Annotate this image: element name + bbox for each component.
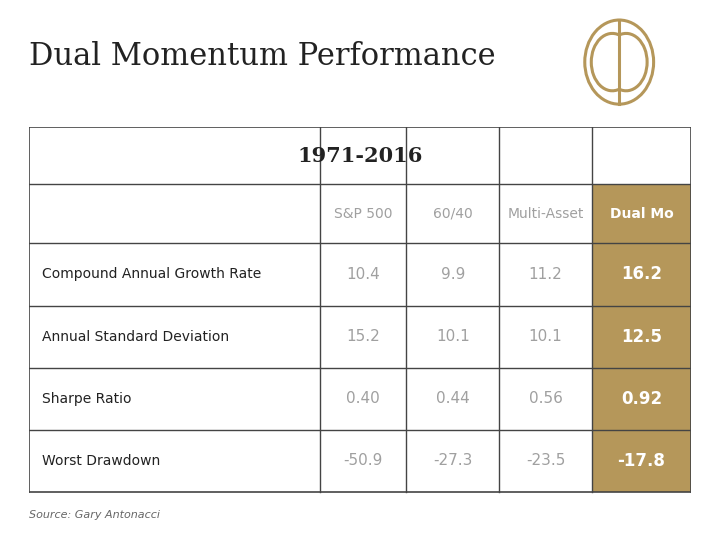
Text: 1971-2016: 1971-2016 (297, 146, 423, 166)
FancyBboxPatch shape (406, 306, 499, 368)
Text: Compound Annual Growth Rate: Compound Annual Growth Rate (42, 267, 261, 281)
Text: 9.9: 9.9 (441, 267, 465, 282)
FancyBboxPatch shape (29, 306, 320, 368)
FancyBboxPatch shape (29, 244, 320, 306)
Text: Dual Momentum Performance: Dual Momentum Performance (29, 41, 495, 72)
FancyBboxPatch shape (499, 244, 592, 306)
Text: Worst Drawdown: Worst Drawdown (42, 454, 161, 468)
FancyBboxPatch shape (592, 184, 691, 244)
FancyBboxPatch shape (406, 368, 499, 430)
FancyBboxPatch shape (499, 430, 592, 492)
FancyBboxPatch shape (320, 368, 406, 430)
Text: 15.2: 15.2 (346, 329, 380, 344)
FancyBboxPatch shape (592, 244, 691, 306)
Text: 0.56: 0.56 (528, 392, 562, 406)
FancyBboxPatch shape (29, 368, 320, 430)
FancyBboxPatch shape (320, 244, 406, 306)
FancyBboxPatch shape (320, 184, 406, 244)
Text: 11.2: 11.2 (528, 267, 562, 282)
FancyBboxPatch shape (29, 127, 691, 184)
FancyBboxPatch shape (592, 306, 691, 368)
Text: Multi-Asset: Multi-Asset (508, 207, 584, 221)
FancyBboxPatch shape (406, 244, 499, 306)
Text: 12.5: 12.5 (621, 328, 662, 346)
FancyBboxPatch shape (406, 184, 499, 244)
Text: S&P 500: S&P 500 (334, 207, 392, 221)
FancyBboxPatch shape (592, 368, 691, 430)
Text: Sharpe Ratio: Sharpe Ratio (42, 392, 132, 406)
Text: -17.8: -17.8 (618, 452, 665, 470)
Text: Source: Gary Antonacci: Source: Gary Antonacci (29, 510, 160, 521)
FancyBboxPatch shape (499, 368, 592, 430)
FancyBboxPatch shape (499, 184, 592, 244)
Text: Dual Mo: Dual Mo (610, 207, 673, 221)
Text: Annual Standard Deviation: Annual Standard Deviation (42, 329, 229, 343)
Text: 0.44: 0.44 (436, 392, 469, 406)
FancyBboxPatch shape (320, 306, 406, 368)
FancyBboxPatch shape (29, 184, 320, 244)
FancyBboxPatch shape (29, 430, 320, 492)
FancyBboxPatch shape (406, 430, 499, 492)
Text: 60/40: 60/40 (433, 207, 472, 221)
FancyBboxPatch shape (320, 430, 406, 492)
Text: 0.92: 0.92 (621, 390, 662, 408)
Text: 10.1: 10.1 (528, 329, 562, 344)
FancyBboxPatch shape (499, 306, 592, 368)
Text: 16.2: 16.2 (621, 266, 662, 284)
FancyBboxPatch shape (592, 430, 691, 492)
Text: -23.5: -23.5 (526, 454, 565, 468)
Text: -50.9: -50.9 (343, 454, 383, 468)
Text: -27.3: -27.3 (433, 454, 472, 468)
Text: 0.40: 0.40 (346, 392, 380, 406)
Text: 10.4: 10.4 (346, 267, 380, 282)
Text: 10.1: 10.1 (436, 329, 469, 344)
